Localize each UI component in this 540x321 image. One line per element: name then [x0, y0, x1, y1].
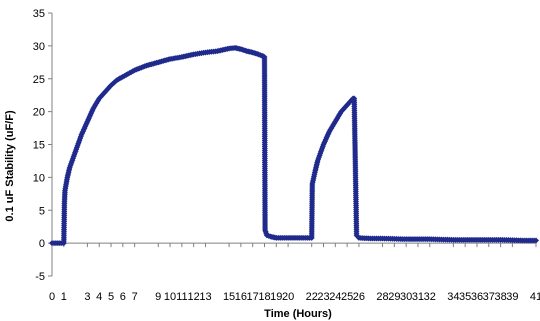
y-tick-label: 25: [33, 74, 45, 86]
x-tick-label: 7: [132, 291, 138, 303]
x-tick-label: 10: [164, 291, 176, 303]
x-axis: 0 1 3 4 5 6 7 9 10 11 12 13 15 16 17 18 19 20 22 23 24 25 26 28…: [49, 242, 540, 303]
x-tick-label: 12: [188, 291, 200, 303]
x-tick-label: 13: [199, 291, 211, 303]
y-tick-label: 35: [33, 8, 45, 20]
x-tick-label: 19: [270, 291, 282, 303]
x-tick-label: 0: [49, 291, 55, 303]
x-tick-label: 30: [400, 291, 412, 303]
x-tick-label: 15: [223, 291, 235, 303]
x-tick-label: 38: [494, 291, 506, 303]
x-tick-label: 4: [96, 291, 102, 303]
y-tick-label: 5: [39, 205, 45, 217]
x-tick-label: 22: [306, 291, 318, 303]
x-tick-label: 18: [258, 291, 270, 303]
plot-points: [49, 44, 539, 247]
x-tick-label: 20: [282, 291, 294, 303]
x-tick-label: 32: [424, 291, 436, 303]
x-tick-label: 37: [483, 291, 495, 303]
x-tick-label: 16: [235, 291, 247, 303]
x-tick-label: 39: [506, 291, 518, 303]
x-tick-label: 23: [317, 291, 329, 303]
y-tick-label: 20: [33, 107, 45, 119]
y-axis: -5 0 5 10 15 20 25 30 35: [33, 8, 53, 283]
x-tick-label: 6: [120, 291, 126, 303]
x-tick-label: 35: [459, 291, 471, 303]
x-tick-label: 17: [247, 291, 259, 303]
x-tick-label: 28: [376, 291, 388, 303]
y-tick-label: 0: [39, 238, 45, 250]
x-tick-label: 5: [108, 291, 114, 303]
y-axis-title: 0.1 uF Stability (uF/F): [4, 110, 16, 222]
y-tick-label: 30: [33, 41, 45, 53]
x-tick-label: 3: [84, 291, 90, 303]
x-tick-label: 1: [61, 291, 67, 303]
y-tick-label: 15: [33, 140, 45, 152]
x-tick-label: 9: [155, 291, 161, 303]
data-point: [533, 237, 539, 244]
x-tick-label: 31: [412, 291, 424, 303]
x-axis-title: Time (Hours): [264, 308, 332, 320]
x-tick-label: 29: [388, 291, 400, 303]
y-tick-label: 10: [33, 172, 45, 184]
x-tick-label: 34: [447, 291, 459, 303]
x-tick-label: 26: [353, 291, 365, 303]
x-tick-label: 11: [176, 291, 187, 303]
x-tick-label: 24: [329, 291, 341, 303]
y-tick-label: -5: [35, 271, 45, 283]
x-tick-label: 41: [530, 291, 540, 303]
x-tick-label: 25: [341, 291, 353, 303]
x-tick-label: 36: [471, 291, 483, 303]
